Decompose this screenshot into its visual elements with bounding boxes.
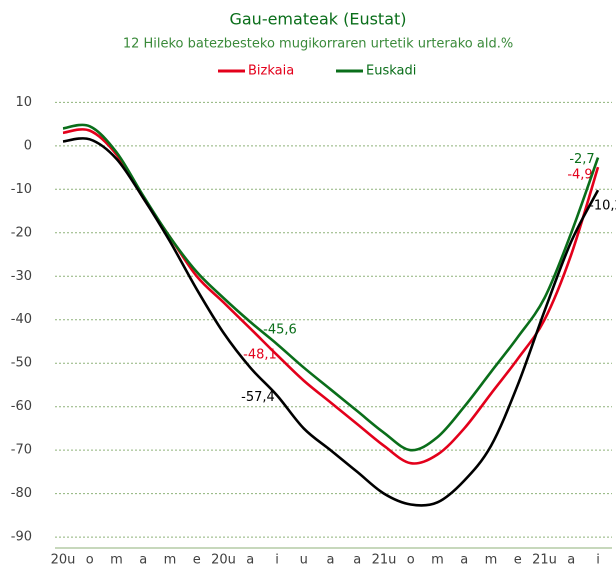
x-tick-label: m bbox=[110, 553, 123, 567]
x-tick-label: m bbox=[485, 553, 498, 567]
y-tick-label: 0 bbox=[24, 138, 32, 153]
x-tick-label: 20u bbox=[211, 553, 236, 567]
x-tick-label: a bbox=[246, 553, 254, 567]
x-tick-label: a bbox=[327, 553, 335, 567]
x-tick-label: o bbox=[407, 553, 415, 567]
data-label: -48,1 bbox=[243, 347, 277, 362]
data-label: -2,7 bbox=[569, 152, 594, 167]
y-tick-label: 10 bbox=[15, 95, 32, 110]
series-line bbox=[62, 128, 600, 465]
chart-subtitle: 12 Hileko batezbesteko mugikorraren urte… bbox=[123, 37, 513, 52]
x-tick-label: 21u bbox=[372, 553, 397, 567]
y-tick-label: -30 bbox=[11, 269, 32, 284]
y-tick-label: -80 bbox=[11, 486, 32, 501]
x-tick-label: 21u bbox=[532, 553, 557, 567]
x-tick-label: a bbox=[139, 553, 147, 567]
x-tick-label: e bbox=[193, 553, 201, 567]
data-label: -4,9 bbox=[567, 168, 592, 183]
x-tick-label: m bbox=[431, 553, 444, 567]
y-tick-label: -60 bbox=[11, 399, 32, 414]
x-tick-label: m bbox=[164, 553, 177, 567]
legend-label: Bizkaia bbox=[248, 64, 294, 79]
chart-title: Gau-emateak (Eustat) bbox=[229, 10, 406, 29]
data-label: -10,2 bbox=[589, 199, 616, 214]
y-tick-label: -70 bbox=[11, 443, 32, 458]
legend-label: Euskadi bbox=[366, 64, 416, 79]
x-tick-label: e bbox=[514, 553, 522, 567]
y-tick-label: -20 bbox=[11, 225, 32, 240]
data-label: -57,4 bbox=[241, 390, 275, 405]
x-tick-label: i bbox=[596, 553, 600, 567]
y-tick-label: -10 bbox=[11, 182, 32, 197]
data-label: -45,6 bbox=[263, 323, 297, 338]
x-tick-label: u bbox=[300, 553, 308, 567]
x-tick-label: a bbox=[567, 553, 575, 567]
x-tick-label: 20u bbox=[51, 553, 76, 567]
series-line bbox=[62, 137, 600, 507]
x-tick-label: i bbox=[275, 553, 279, 567]
x-tick-label: a bbox=[353, 553, 361, 567]
y-tick-label: -50 bbox=[11, 356, 32, 371]
y-tick-label: -90 bbox=[11, 530, 32, 545]
x-tick-label: o bbox=[86, 553, 94, 567]
x-tick-label: a bbox=[460, 553, 468, 567]
y-tick-label: -40 bbox=[11, 312, 32, 327]
